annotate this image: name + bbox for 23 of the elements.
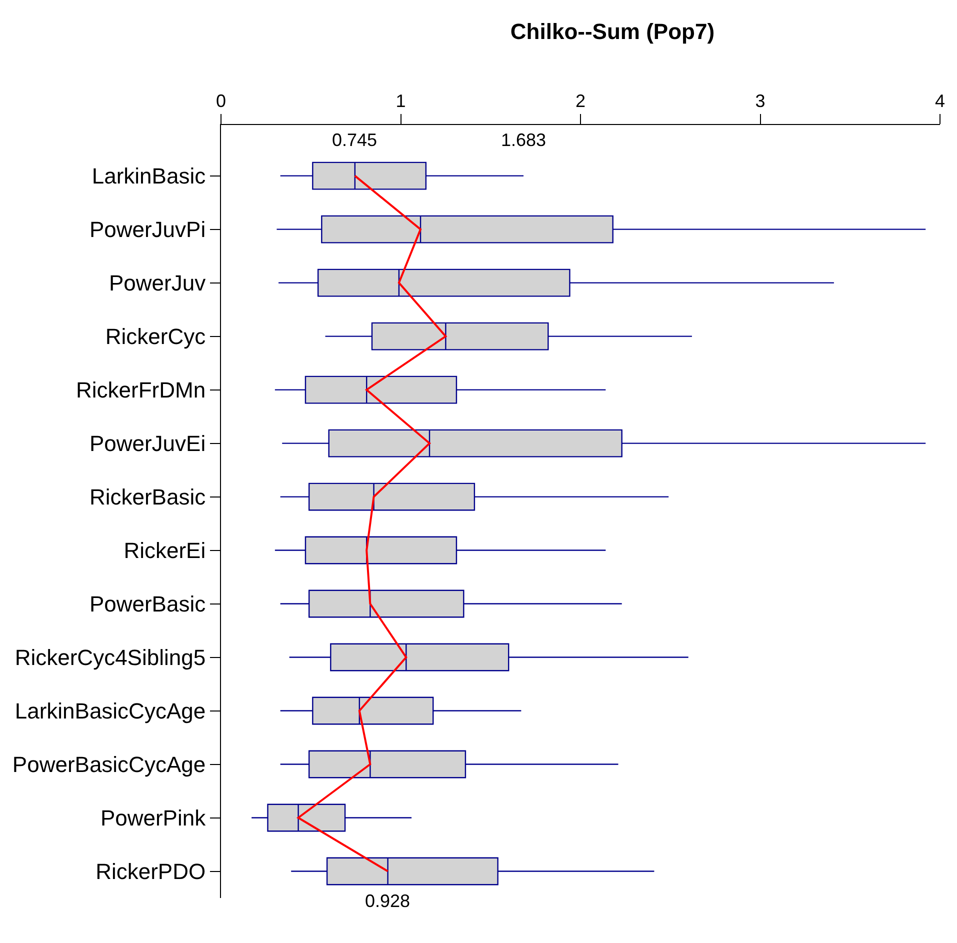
y-tick-label: RickerCyc4Sibling5 — [14, 644, 206, 670]
y-tick-label: PowerPink — [100, 805, 207, 830]
x-tick-label: 2 — [575, 90, 586, 111]
y-tick-label: RickerPDO — [96, 858, 206, 884]
y-tick-label: RickerBasic — [89, 484, 206, 510]
y-tick-label: RickerFrDMn — [76, 378, 206, 402]
y-tick-label: PowerJuvEi — [89, 430, 206, 456]
x-tick-label: 0 — [216, 90, 226, 111]
y-tick-label: RickerEi — [124, 538, 206, 563]
y-tick-label: PowerBasic — [89, 591, 206, 616]
y-tick-label: PowerJuvPi — [89, 217, 206, 242]
y-tick-label: RickerCyc — [105, 324, 206, 349]
x-tick-label: 3 — [755, 90, 766, 111]
annotation: 1.683 — [501, 130, 546, 150]
y-tick-label: LarkinBasicCycAge — [14, 698, 206, 724]
y-tick-label: PowerJuv — [109, 270, 206, 296]
chart-title: Chilko--Sum (Pop7) — [510, 18, 715, 44]
x-tick-label: 1 — [396, 90, 406, 111]
y-tick-label: PowerBasicCycAge — [12, 752, 206, 777]
annotation: 0.745 — [332, 130, 378, 150]
annotation: 0.928 — [365, 891, 410, 911]
y-tick-label: LarkinBasic — [92, 164, 206, 189]
x-tick-label: 4 — [934, 90, 946, 111]
